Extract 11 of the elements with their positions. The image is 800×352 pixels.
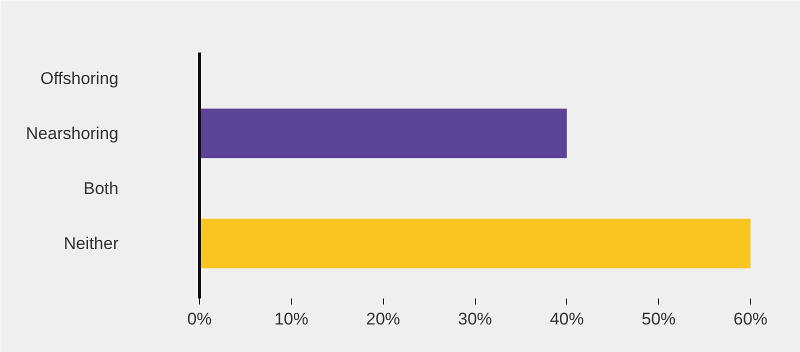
y-tick-label: Nearshoring bbox=[26, 124, 119, 143]
x-tick-label: 50% bbox=[642, 310, 676, 328]
x-tick-label: 30% bbox=[458, 310, 492, 328]
y-tick-label: Neither bbox=[64, 234, 119, 253]
x-tick-label: 20% bbox=[366, 310, 400, 328]
y-tick-label: Both bbox=[84, 178, 119, 198]
x-tick-label: 0% bbox=[187, 310, 212, 328]
y-tick-label: Offshoring bbox=[40, 68, 119, 88]
x-tick-label: 40% bbox=[550, 310, 584, 328]
x-tick-label: 10% bbox=[274, 310, 308, 328]
x-tick-label: 60% bbox=[733, 310, 768, 328]
